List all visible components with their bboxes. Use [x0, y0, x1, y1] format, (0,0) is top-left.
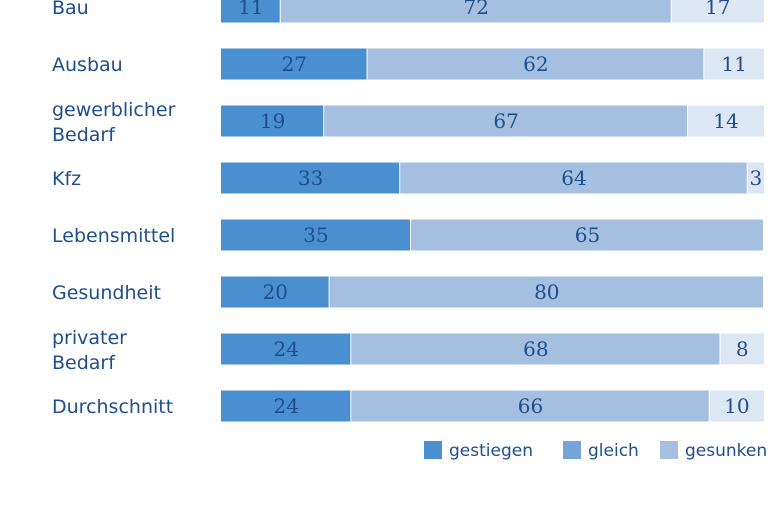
bar-segment-gesunken	[747, 162, 764, 194]
data-label: 8	[736, 337, 749, 361]
data-label: 80	[534, 280, 559, 304]
data-label: 64	[561, 166, 586, 190]
bar-segment-gestiegen	[221, 219, 410, 251]
legend-label: gestiegen	[449, 441, 533, 461]
legend-label: gesunken	[685, 441, 767, 461]
data-label: 68	[523, 337, 548, 361]
data-label: 24	[273, 337, 298, 361]
category-label: Lebensmittel	[52, 225, 175, 247]
category-label: gewerblicher Bedarf	[52, 99, 176, 146]
bar-segment-gleich	[329, 276, 763, 308]
bar-segment-gleich	[411, 219, 763, 251]
bar-segment-gestiegen	[221, 162, 400, 194]
bar-segment-gestiegen	[221, 333, 351, 365]
category-label: privater Bedarf	[52, 327, 127, 374]
bar-segment-gesunken	[671, 0, 764, 23]
data-label: 3	[750, 166, 763, 190]
bar-segment-gleich	[351, 390, 709, 422]
data-label: 10	[724, 394, 749, 418]
category-label: Kfz	[52, 168, 81, 190]
bar-segment-gleich	[400, 162, 747, 194]
data-label: 72	[463, 0, 488, 19]
data-label: 67	[493, 109, 518, 133]
data-label: 19	[260, 109, 285, 133]
bar-segment-gleich	[351, 333, 720, 365]
bar-segment-gesunken	[720, 333, 764, 365]
data-label: 66	[518, 394, 543, 418]
category-label-line: gewerblicher	[52, 99, 176, 121]
bar-segment-gleich	[280, 0, 671, 23]
category-label-line: Bedarf	[52, 352, 116, 374]
bar-segment-gesunken	[704, 48, 764, 80]
bar-segment-gestiegen	[221, 0, 280, 23]
bar-segment-gleich	[367, 48, 704, 80]
data-label: 33	[298, 166, 323, 190]
data-label: 14	[713, 109, 738, 133]
bar-segment-gestiegen	[221, 105, 324, 137]
bar-segment-gestiegen	[221, 48, 367, 80]
bar-segment-gestiegen	[221, 390, 351, 422]
data-label: 20	[263, 280, 288, 304]
category-label: Bau	[52, 0, 89, 19]
category-label: Ausbau	[52, 54, 123, 76]
data-label: 35	[303, 223, 328, 247]
category-label-line: Kfz	[52, 168, 81, 190]
data-label: 17	[705, 0, 730, 19]
category-label: Durchschnitt	[52, 396, 173, 418]
bar-segment-gestiegen	[221, 276, 329, 308]
category-label-line: Ausbau	[52, 54, 123, 76]
category-label-line: Gesundheit	[52, 282, 161, 304]
data-label: 62	[523, 52, 548, 76]
category-label-line: Lebensmittel	[52, 225, 175, 247]
data-label: 27	[282, 52, 307, 76]
category-label: Gesundheit	[52, 282, 161, 304]
data-label: 11	[721, 52, 746, 76]
bar-segment-gleich	[324, 105, 687, 137]
legend-swatch	[424, 441, 442, 459]
data-label: 65	[575, 223, 600, 247]
legend-swatch	[563, 441, 581, 459]
data-label: 11	[238, 0, 263, 19]
legend-swatch	[660, 441, 678, 459]
bar-segment-gesunken	[709, 390, 764, 422]
data-label: 24	[273, 394, 298, 418]
bar-segment-gesunken	[688, 105, 764, 137]
legend-label: gleich	[588, 441, 639, 461]
category-label-line: privater	[52, 327, 127, 349]
category-label-line: Bau	[52, 0, 89, 19]
category-label-line: Durchschnitt	[52, 396, 173, 418]
category-label-line: Bedarf	[52, 124, 116, 146]
